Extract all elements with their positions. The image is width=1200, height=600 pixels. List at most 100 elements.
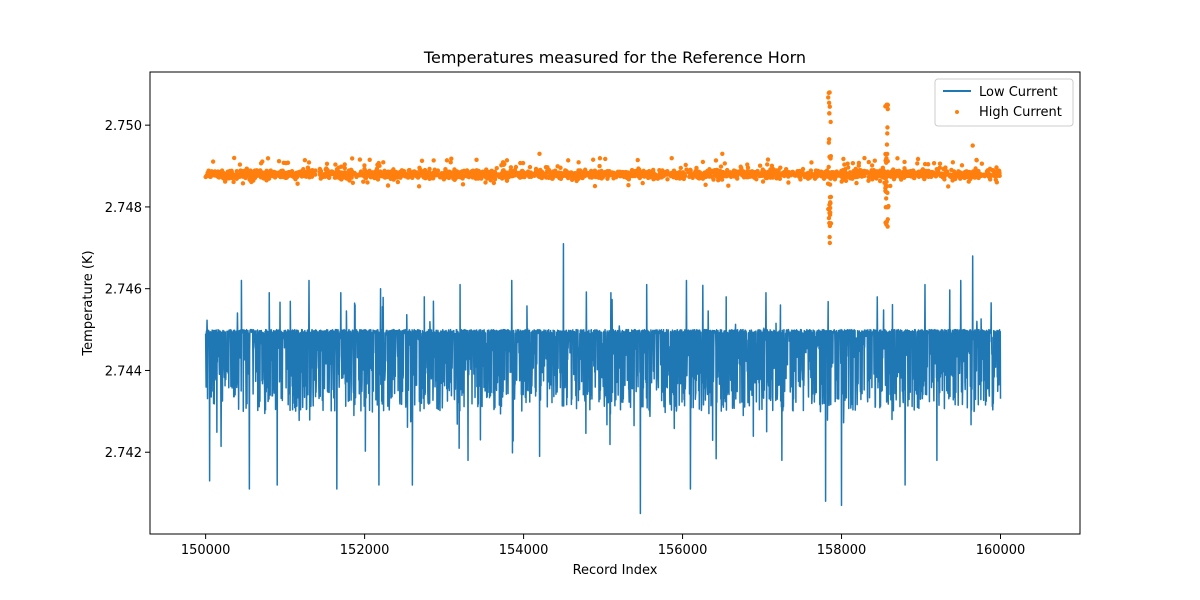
high-current-point-1783	[555, 171, 560, 176]
high-current-point-623	[765, 162, 770, 167]
high-current-point-2244	[883, 185, 888, 191]
high-current-point-1630	[902, 159, 907, 165]
high-current-point-2199	[258, 168, 263, 173]
high-current-point-1967	[937, 171, 943, 177]
high-current-point-2145	[222, 174, 227, 179]
high-current-point-2146	[843, 166, 848, 172]
high-current-point-2031	[634, 169, 639, 174]
series-low-current-line	[204, 242, 1002, 515]
high-current-point-1378	[786, 180, 791, 185]
high-current-point-1305	[626, 182, 631, 188]
plot-area	[203, 90, 1002, 515]
high-current-point-2054	[651, 172, 656, 177]
high-current-point-2026	[956, 170, 961, 175]
x-tick-label: 152000	[340, 543, 390, 558]
high-current-point-1735	[352, 170, 357, 176]
high-current-point-2062	[483, 180, 488, 185]
high-current-point-2047	[308, 174, 314, 179]
high-current-point-345	[342, 165, 347, 171]
high-current-point-2149	[293, 170, 299, 176]
high-current-point-2195	[239, 173, 244, 178]
high-current-point-1501	[976, 175, 981, 181]
high-current-point-1896	[494, 173, 500, 178]
high-current-point-2127	[671, 172, 677, 177]
high-current-point-1641	[357, 157, 363, 162]
high-current-point-1688	[839, 179, 844, 184]
high-current-point-2191	[657, 171, 662, 177]
high-current-point-1650	[508, 165, 514, 170]
high-current-point-2057	[217, 174, 223, 179]
high-current-point-1791	[857, 167, 863, 173]
high-current-point-1998	[378, 173, 383, 179]
high-current-point-2076	[629, 172, 634, 177]
high-current-point-1755	[222, 179, 228, 184]
high-current-point-277	[385, 183, 391, 188]
high-current-point-1545	[801, 171, 806, 177]
high-current-point-1705	[739, 165, 744, 171]
high-current-point-2171	[213, 171, 218, 177]
high-current-point-1763	[926, 168, 931, 174]
high-current-point-948	[869, 163, 875, 168]
high-current-point-2155	[457, 171, 463, 177]
high-current-point-1079	[866, 159, 871, 165]
high-current-point-2128	[948, 174, 953, 179]
high-current-point-154	[361, 179, 366, 184]
high-current-point-2003	[764, 175, 770, 181]
high-current-point-2124	[724, 171, 730, 177]
high-current-point-2093	[715, 178, 721, 183]
high-current-point-2205	[825, 181, 831, 186]
high-current-point-2136	[470, 175, 475, 180]
high-current-point-1864	[682, 171, 687, 177]
high-current-point-2015	[650, 167, 656, 173]
high-current-point-1261	[265, 170, 270, 175]
high-current-point-2172	[910, 173, 916, 179]
high-current-point-902	[555, 164, 560, 169]
high-current-point-2139	[249, 172, 254, 178]
high-current-point-1752	[640, 180, 645, 186]
high-current-point-2165	[898, 177, 904, 182]
high-current-point-2104	[515, 170, 521, 176]
high-current-point-1707	[804, 171, 810, 176]
high-current-point-2046	[349, 156, 355, 161]
high-current-point-1960	[821, 176, 827, 181]
high-current-point-2020	[328, 170, 334, 175]
high-current-point-1914	[618, 172, 623, 178]
high-current-point-2254	[885, 106, 890, 112]
high-current-point-2055	[592, 169, 597, 175]
high-current-point-1798	[323, 167, 328, 172]
high-current-point-147	[722, 161, 727, 166]
high-current-point-1993	[370, 170, 375, 176]
high-current-point-393	[491, 180, 497, 186]
high-current-point-2094	[996, 170, 1001, 175]
high-current-point-2183	[839, 174, 844, 179]
high-current-point-1937	[844, 171, 849, 176]
high-current-point-2043	[363, 175, 369, 181]
high-current-point-1085	[678, 165, 683, 171]
high-current-point-2091	[448, 171, 453, 176]
high-current-point-1855	[589, 175, 594, 180]
x-tick-label: 158000	[817, 543, 867, 558]
high-current-point-486	[590, 157, 596, 162]
high-current-point-1413	[339, 164, 344, 169]
high-current-point-2233	[827, 210, 832, 216]
legend-label-low-current: Low Current	[979, 85, 1058, 100]
legend-marker-high-current	[955, 110, 959, 114]
high-current-point-2218	[827, 111, 832, 116]
high-current-point-1940	[635, 157, 640, 163]
high-current-point-2059	[733, 169, 738, 174]
high-current-point-2260	[884, 142, 890, 147]
high-current-point-1769	[757, 163, 763, 168]
high-current-point-1965	[464, 170, 469, 176]
high-current-point-2196	[525, 172, 531, 177]
high-current-point-2184	[950, 178, 955, 183]
high-current-point-1757	[774, 173, 779, 178]
high-current-point-545	[895, 156, 900, 161]
high-current-point-2159	[763, 170, 769, 176]
high-current-point-172	[854, 180, 859, 186]
high-current-point-2125	[346, 168, 352, 173]
high-current-point-1366	[504, 158, 510, 163]
high-current-point-2110	[466, 174, 472, 180]
high-current-point-1334	[703, 182, 708, 187]
high-current-point-2219	[826, 164, 831, 170]
high-current-point-1632	[374, 174, 379, 179]
